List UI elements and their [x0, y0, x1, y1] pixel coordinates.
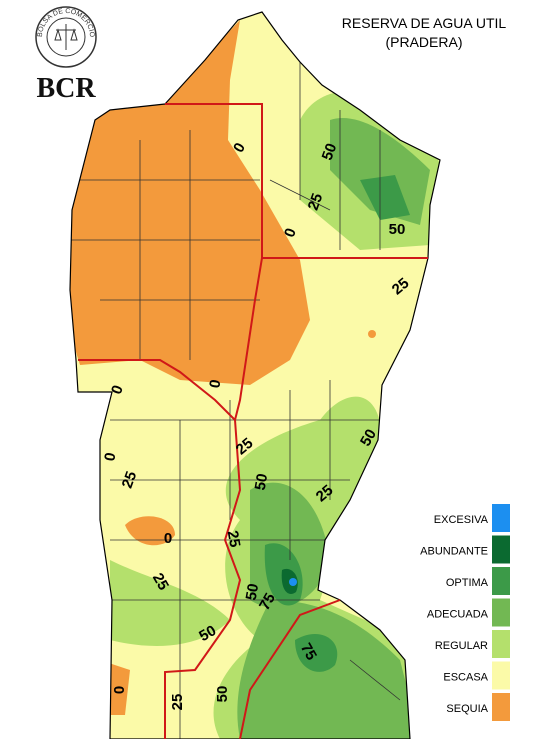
- legend-swatch: [492, 535, 510, 564]
- zone-excesiva: [289, 578, 297, 586]
- legend-swatch: [492, 630, 510, 658]
- legend-label: SEQUIA: [446, 703, 488, 715]
- legend-label: REGULAR: [435, 640, 488, 652]
- contour-label: 50: [196, 622, 219, 645]
- logo-ring: [35, 6, 97, 68]
- legend-label: ESCASA: [443, 672, 488, 684]
- legend-swatch: [492, 504, 510, 532]
- legend-swatch: [492, 693, 510, 721]
- district-lines: [70, 60, 401, 739]
- contour-label: 75: [256, 590, 279, 613]
- contour-label: 25: [224, 529, 244, 548]
- contour-label: 50: [243, 582, 263, 601]
- legend-label: ABUNDANTE: [420, 546, 488, 558]
- legend-swatch: [492, 598, 510, 627]
- zone-sequia: [70, 20, 310, 385]
- zone-optima: [295, 634, 338, 672]
- contour-label: 0: [101, 451, 119, 462]
- zone-sequia: [368, 330, 376, 338]
- department-boundaries: [78, 103, 428, 739]
- contour-label: 50: [319, 141, 341, 162]
- contour-label: 25: [169, 694, 186, 711]
- map-title: RESERVA DE AGUA UTIL: [342, 15, 507, 31]
- logo-emblem: [54, 24, 78, 50]
- province-outline: [69, 11, 441, 739]
- contour-label: 25: [119, 469, 141, 490]
- logo-inner-ring: [46, 17, 86, 57]
- legend-label: EXCESIVA: [434, 514, 489, 526]
- map-zones: [70, 12, 440, 739]
- contour-label: 0: [164, 530, 172, 547]
- contour-label: 25: [305, 191, 327, 212]
- contour-label: 50: [252, 472, 272, 491]
- contour-label: 0: [206, 378, 224, 389]
- zone-regular: [110, 560, 230, 646]
- zone-sequia: [125, 516, 175, 546]
- legend-label: OPTIMA: [446, 577, 489, 589]
- logo-abbr: BCR: [36, 73, 96, 104]
- contour-label: 0: [111, 686, 128, 694]
- legend: EXCESIVA ABUNDANTE OPTIMA ADECUADA REGULAR ES…: [420, 504, 510, 721]
- contour-label: 25: [149, 570, 172, 593]
- legend-label: ADECUADA: [427, 609, 489, 621]
- legend-swatch: [492, 567, 510, 595]
- zone-optima: [360, 175, 410, 220]
- legend-swatch: [492, 661, 510, 690]
- contour-label: 50: [214, 686, 231, 703]
- contour-label: 50: [389, 221, 406, 238]
- contour-label: 75: [297, 640, 320, 663]
- contour-label: 50: [357, 426, 380, 449]
- map-subtitle: (PRADERA): [385, 34, 462, 50]
